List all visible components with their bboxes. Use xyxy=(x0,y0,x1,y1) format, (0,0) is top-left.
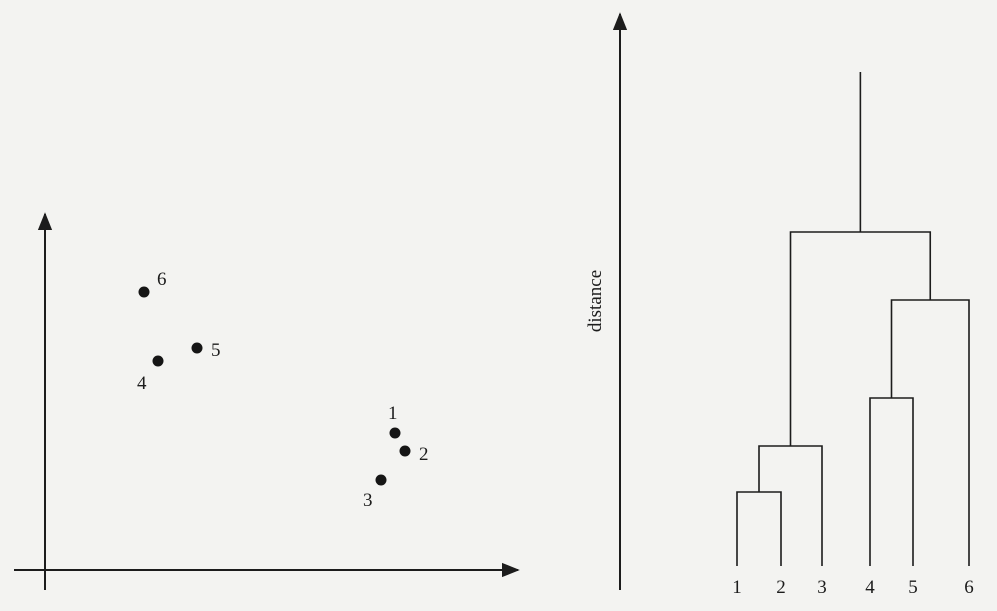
scatter-points: 12 3 4 5 6 xyxy=(137,269,429,511)
point-label-1: 1 xyxy=(388,403,398,424)
leaf-label-3: 3 xyxy=(817,577,827,598)
leaf-label-2: 2 xyxy=(776,577,786,598)
dendrogram-link-m456 xyxy=(890,299,970,566)
dendrogram-link-m123 xyxy=(758,445,823,566)
distance-axis-label: distance xyxy=(585,270,606,332)
dendrogram-link-m45 xyxy=(869,397,914,566)
point-4 xyxy=(152,355,164,367)
point-2 xyxy=(399,445,411,457)
point-label-6: 6 xyxy=(157,269,167,290)
dendrogram-link-mall xyxy=(789,231,932,446)
point-1 xyxy=(389,427,401,439)
leaf-label-5: 5 xyxy=(908,577,918,598)
dendrogram-link-m12 xyxy=(736,491,782,566)
leaf-label-6: 6 xyxy=(964,577,974,598)
leaf-label-1: 1 xyxy=(732,577,742,598)
leaf-label-4: 4 xyxy=(865,577,875,598)
scatter-panel: 12 3 4 5 6 xyxy=(14,212,520,590)
point-6 xyxy=(138,286,150,298)
point-label-3: 3 xyxy=(363,490,373,511)
point-3 xyxy=(375,474,387,486)
point-5 xyxy=(191,342,203,354)
point-label-5: 5 xyxy=(211,340,221,361)
dendrogram-leaf-labels: 1 2 3 4 5 6 xyxy=(732,577,974,598)
point-label-2: 2 xyxy=(419,444,429,465)
dendrogram-panel: distance 1 2 3 4 5 6 xyxy=(585,12,974,598)
point-label-4: 4 xyxy=(137,373,147,394)
dendrogram-links xyxy=(736,72,970,566)
